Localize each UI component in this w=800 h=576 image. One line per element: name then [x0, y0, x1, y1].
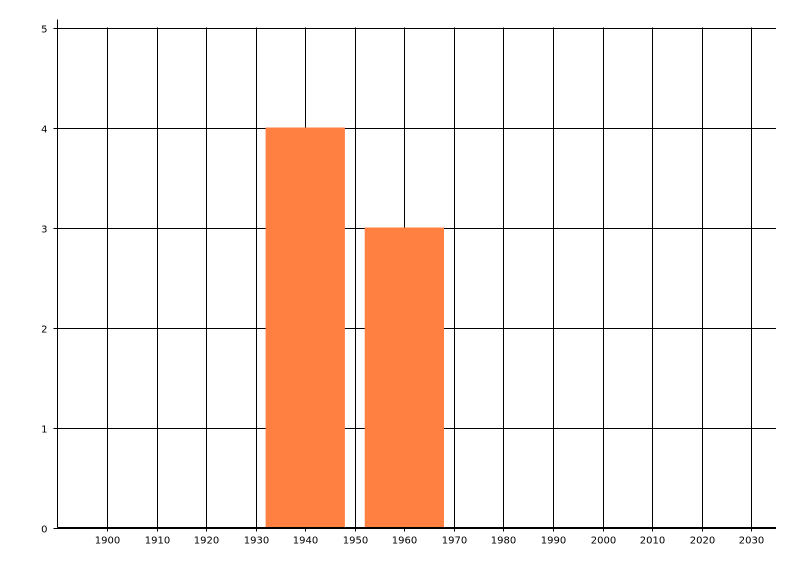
y-tick-label: 5: [41, 25, 47, 36]
x-tick-label: 1950: [343, 536, 368, 547]
y-tick-label: 0: [41, 525, 47, 536]
y-tick-label: 4: [41, 125, 47, 136]
x-tick-label: 1930: [244, 536, 269, 547]
y-tick-label: 2: [41, 325, 47, 336]
x-tick-label: 2010: [640, 536, 665, 547]
x-tick-label: 1970: [442, 536, 467, 547]
y-tick-labels: 0 1 2 3 4 5: [41, 25, 47, 536]
axes: [57, 19, 776, 528]
bars: [265, 127, 445, 528]
x-tick-label: 1980: [491, 536, 516, 547]
x-tick-label: 1960: [392, 536, 417, 547]
x-tick-labels: 1900 1910 1920 1930 1940 1950 1960 1970 1980 1990…: [95, 536, 764, 547]
x-tick-label: 1940: [293, 536, 318, 547]
bar-1960: [364, 227, 445, 528]
x-tick-label: 2030: [739, 536, 764, 547]
x-tick-label: 2000: [591, 536, 616, 547]
x-tick-label: 1990: [541, 536, 566, 547]
x-tick-label: 1900: [95, 536, 120, 547]
x-tick-label: 1920: [194, 536, 219, 547]
x-tick-label: 1910: [145, 536, 170, 547]
x-tick-label: 2020: [690, 536, 715, 547]
bar-1940: [265, 127, 345, 528]
y-tick-label: 1: [41, 425, 47, 436]
y-tick-label: 3: [41, 225, 47, 236]
